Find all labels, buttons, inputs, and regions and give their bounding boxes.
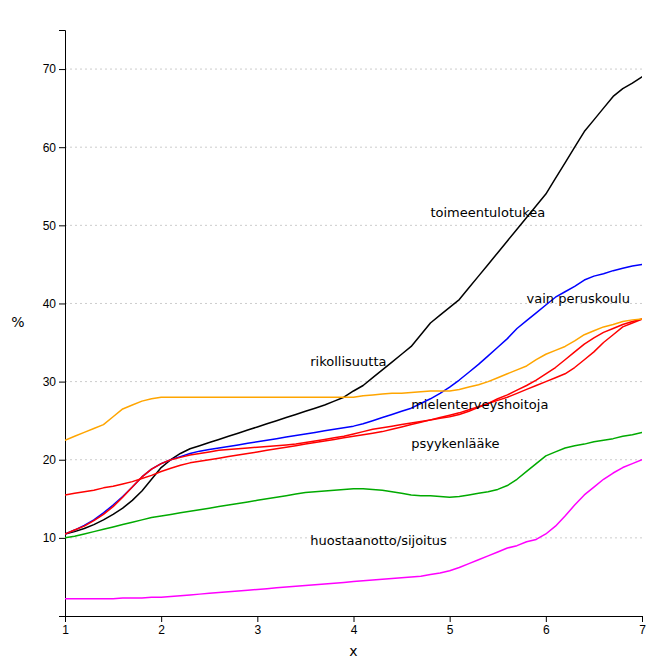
x-tick-mark bbox=[642, 616, 643, 622]
annotation: mielenterveyshoitoja bbox=[411, 397, 548, 412]
y-tick: 70 bbox=[43, 62, 65, 76]
grid-line bbox=[65, 147, 642, 148]
x-tick-label: 6 bbox=[543, 623, 550, 637]
x-tick-label: 2 bbox=[158, 623, 165, 637]
y-tick-label: 40 bbox=[43, 297, 57, 311]
grid-line bbox=[65, 459, 642, 460]
grid-line bbox=[65, 69, 642, 70]
x-tick-mark bbox=[450, 616, 451, 622]
x-tick: 1 bbox=[62, 616, 69, 637]
x-tick-mark bbox=[546, 616, 547, 622]
annotation: psyykenlääke bbox=[411, 436, 499, 451]
plot: 1 2 3 4 5 6 7 10 20 30 40 50 60 70 toimeentulotukea vai… bbox=[43, 31, 647, 637]
y-tick: 40 bbox=[43, 297, 65, 311]
y-axis-title: % bbox=[11, 314, 24, 330]
y-tick-label: 20 bbox=[43, 453, 57, 467]
y-tick-label: 70 bbox=[43, 62, 57, 76]
y-tick-mark bbox=[59, 460, 65, 461]
y-tick: 30 bbox=[43, 375, 65, 389]
x-tick-mark bbox=[354, 616, 355, 622]
y-axis: 10 20 30 40 50 60 70 bbox=[43, 31, 66, 617]
annotation: toimeentulotukea bbox=[430, 205, 545, 220]
y-tick-mark bbox=[59, 225, 65, 226]
y-axis-line bbox=[59, 31, 66, 617]
lines bbox=[65, 77, 642, 599]
x-tick-label: 5 bbox=[447, 623, 454, 637]
x-tick-label: 7 bbox=[639, 623, 646, 637]
y-tick: 50 bbox=[43, 219, 65, 233]
x-axis: 1 2 3 4 5 6 7 bbox=[62, 616, 646, 637]
x-tick: 4 bbox=[351, 616, 358, 637]
annotation: huostaanotto/sijoitus bbox=[310, 533, 447, 548]
grid bbox=[65, 69, 642, 538]
series-line bbox=[65, 77, 642, 534]
y-tick-label: 50 bbox=[43, 219, 57, 233]
annotations: toimeentulotukea vain peruskoulu rikollisu… bbox=[310, 205, 630, 548]
series-line bbox=[65, 319, 642, 440]
y-tick-label: 60 bbox=[43, 141, 57, 155]
y-tick-mark bbox=[59, 147, 65, 148]
x-axis-title: x bbox=[349, 643, 357, 659]
x-tick-label: 4 bbox=[351, 623, 358, 637]
x-tick-label: 3 bbox=[254, 623, 261, 637]
y-tick-mark bbox=[59, 303, 65, 304]
x-tick-mark bbox=[257, 616, 258, 622]
x-axis-line bbox=[66, 617, 643, 623]
series-line bbox=[65, 432, 642, 537]
x-tick: 7 bbox=[639, 616, 646, 637]
series-line bbox=[65, 460, 642, 599]
y-tick-mark bbox=[59, 538, 65, 539]
annotation: rikollisuutta bbox=[310, 354, 386, 369]
x-tick-mark bbox=[161, 616, 162, 622]
y-tick-mark bbox=[59, 382, 65, 383]
x-tick: 2 bbox=[158, 616, 165, 637]
x-tick: 6 bbox=[543, 616, 550, 637]
series-line bbox=[65, 264, 642, 534]
x-tick: 3 bbox=[254, 616, 261, 637]
y-tick-mark bbox=[59, 69, 65, 70]
y-tick: 20 bbox=[43, 453, 65, 467]
y-tick-label: 30 bbox=[43, 375, 57, 389]
x-tick: 5 bbox=[447, 616, 454, 637]
grid-line bbox=[65, 381, 642, 382]
annotation: vain peruskoulu bbox=[527, 291, 630, 306]
y-tick: 60 bbox=[43, 141, 65, 155]
y-tick: 10 bbox=[43, 531, 65, 545]
series-line bbox=[65, 319, 642, 534]
grid-line bbox=[65, 225, 642, 226]
chart: 1 2 3 4 5 6 7 10 20 30 40 50 60 70 toimeentulotukea vai… bbox=[0, 0, 672, 671]
x-tick-label: 1 bbox=[62, 623, 69, 637]
y-tick-label: 10 bbox=[43, 531, 57, 545]
